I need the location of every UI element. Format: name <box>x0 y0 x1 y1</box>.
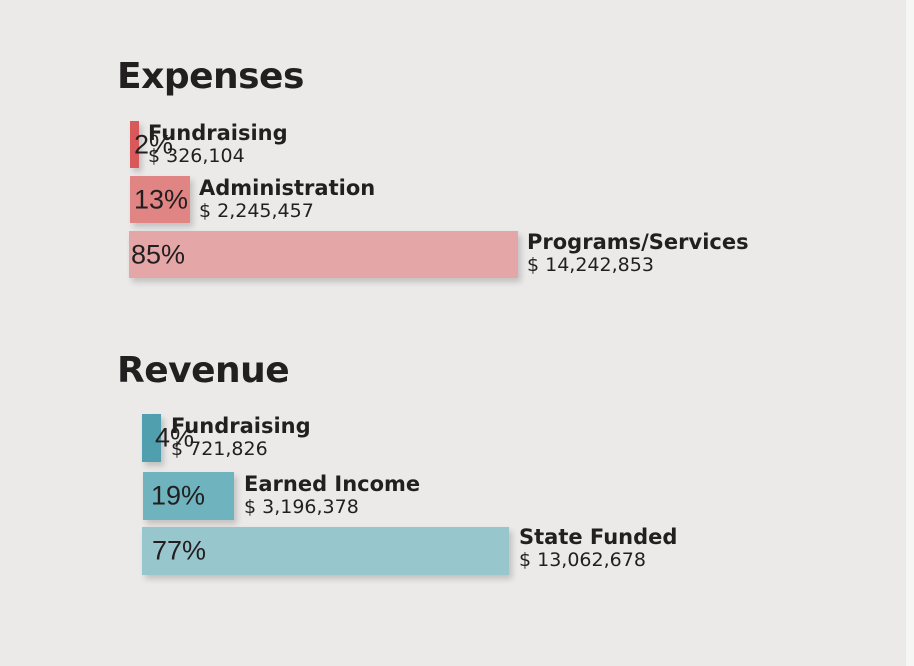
expenses-category-amount: $ 2,245,457 <box>199 200 314 222</box>
expenses-category-label-3: Programs/Services $ 14,242,853 <box>527 230 749 276</box>
revenue-bar-2: 19% <box>143 472 234 520</box>
expenses-percent-label-1: 2% <box>134 129 174 159</box>
revenue-percent-label-2: 19% <box>151 480 206 511</box>
revenue-category-name: State Funded <box>519 525 678 549</box>
revenue-bar-1: 4% <box>142 414 194 462</box>
revenue-category-amount: $ 13,062,678 <box>519 549 646 571</box>
expenses-category-amount: $ 14,242,853 <box>527 254 654 276</box>
expenses-category-name: Administration <box>199 176 376 200</box>
expenses-category-name: Fundraising <box>148 121 288 145</box>
revenue-category-amount: $ 3,196,378 <box>244 496 359 518</box>
expenses-bar-2: 13% <box>130 176 190 223</box>
expenses-category-name: Programs/Services <box>527 230 749 254</box>
expenses-category-amount: $ 326,104 <box>148 145 245 167</box>
page-edge <box>906 0 914 666</box>
revenue-category-name: Fundraising <box>171 414 311 438</box>
expenses-percent-label-2: 13% <box>134 184 189 214</box>
revenue-percent-label-3: 77% <box>152 535 207 566</box>
revenue-category-label-3: State Funded $ 13,062,678 <box>519 525 677 571</box>
revenue-title: Revenue <box>117 350 290 391</box>
revenue-bar-3: 77% <box>142 527 509 575</box>
expenses-category-label-1: Fundraising $ 326,104 <box>148 121 288 167</box>
expenses-category-label-2: Administration $ 2,245,457 <box>199 176 375 222</box>
revenue-category-amount: $ 721,826 <box>171 438 268 460</box>
expenses-percent-label-3: 85% <box>131 239 186 269</box>
revenue-category-name: Earned Income <box>244 472 421 496</box>
expenses-bar-3: 85% <box>129 231 518 278</box>
expenses-bar-1: 2% <box>130 121 173 168</box>
revenue-percent-label-1: 4% <box>155 422 195 453</box>
revenue-category-label-1: Fundraising $ 721,826 <box>171 414 311 460</box>
expenses-title: Expenses <box>117 56 304 97</box>
revenue-category-label-2: Earned Income $ 3,196,378 <box>244 472 420 518</box>
